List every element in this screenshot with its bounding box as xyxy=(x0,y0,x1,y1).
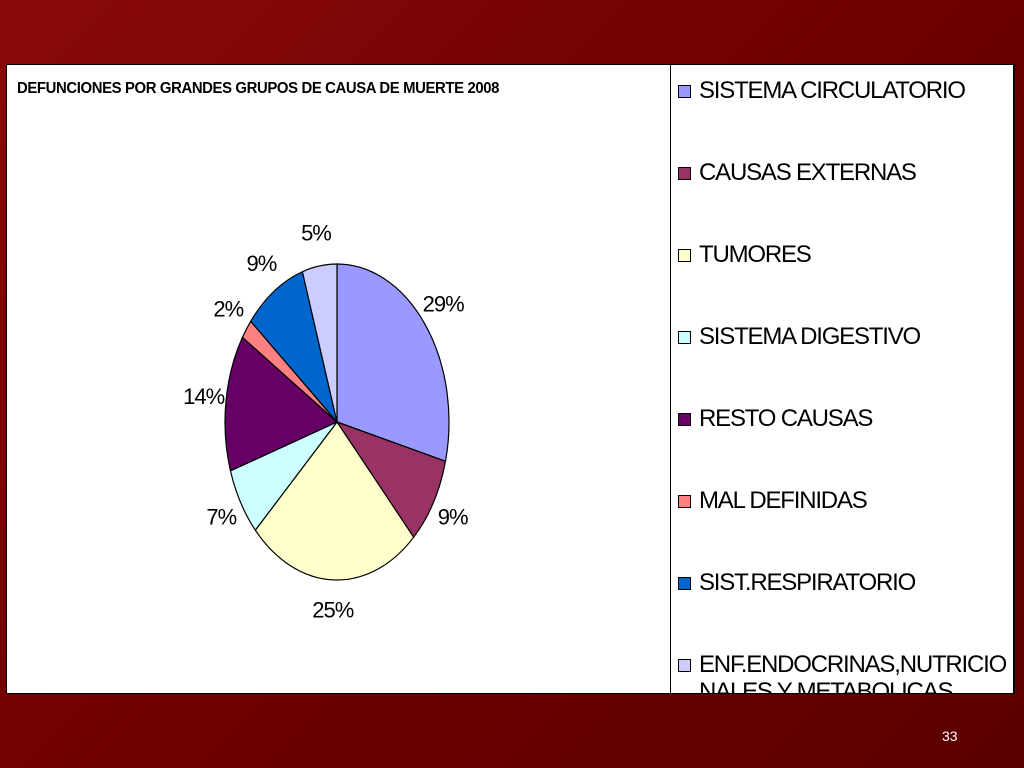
legend-item-8: ENF.ENDOCRINAS,NUTRICIONALES Y METABOLIC… xyxy=(678,651,1013,693)
legend-item-2: CAUSAS EXTERNAS xyxy=(678,159,1013,186)
pie-slice-2 xyxy=(335,420,447,539)
legend-item-6: MAL DEFINIDAS xyxy=(678,487,1013,514)
legend-item-1: SISTEMA CIRCULATORIO xyxy=(678,77,1013,104)
legend-label-8: ENF.ENDOCRINAS,NUTRICIONALES Y METABOLIC… xyxy=(699,651,1007,693)
plot-area: DEFUNCIONES POR GRANDES GRUPOS DE CAUSA … xyxy=(7,65,671,693)
legend-swatch-4 xyxy=(678,331,691,344)
legend-swatch-6 xyxy=(678,495,691,508)
legend-item-7: SIST.RESPIRATORIO xyxy=(678,569,1013,596)
slice-label-8: 5% xyxy=(301,221,331,246)
slice-label-2: 9% xyxy=(438,504,468,529)
page-number: 33 xyxy=(942,728,958,744)
legend-swatch-2 xyxy=(678,167,691,180)
legend-swatch-8 xyxy=(678,659,691,672)
pie-chart: 29%9%25%7%14%2%9%5% xyxy=(183,221,469,623)
pie-slice-8 xyxy=(301,263,338,423)
legend-swatch-7 xyxy=(678,577,691,590)
legend-label-4: SISTEMA DIGESTIVO xyxy=(699,323,921,350)
pie-slice-7 xyxy=(249,270,338,423)
legend-label-3: TUMORES xyxy=(699,241,812,268)
slice-label-4: 7% xyxy=(206,504,236,529)
pie-slice-3 xyxy=(254,420,415,581)
slice-label-6: 2% xyxy=(213,296,243,321)
slice-label-1: 29% xyxy=(423,292,464,317)
chart-frame: DEFUNCIONES POR GRANDES GRUPOS DE CAUSA … xyxy=(6,64,1015,694)
legend-label-6: MAL DEFINIDAS xyxy=(699,487,868,514)
legend-swatch-1 xyxy=(678,85,691,98)
legend-item-5: RESTO CAUSAS xyxy=(678,405,1013,432)
slice-label-7: 9% xyxy=(247,251,277,276)
legend-item-3: TUMORES xyxy=(678,241,1013,268)
legend-swatch-5 xyxy=(678,413,691,426)
chart-title: DEFUNCIONES POR GRANDES GRUPOS DE CAUSA … xyxy=(17,80,500,97)
legend-swatch-3 xyxy=(678,249,691,262)
pie-slice-1 xyxy=(336,263,450,463)
pie-slice-5 xyxy=(224,336,339,472)
slice-label-3: 25% xyxy=(312,597,353,622)
legend-item-4: SISTEMA DIGESTIVO xyxy=(678,323,1013,350)
legend-label-2: CAUSAS EXTERNAS xyxy=(699,159,917,186)
legend-label-1: SISTEMA CIRCULATORIO xyxy=(699,77,966,104)
legend-label-7: SIST.RESPIRATORIO xyxy=(699,569,916,596)
legend: SISTEMA CIRCULATORIO CAUSAS EXTERNAS TUMOR… xyxy=(671,65,1014,693)
legend-label-5: RESTO CAUSAS xyxy=(699,405,873,432)
slice-label-5: 14% xyxy=(183,384,224,409)
